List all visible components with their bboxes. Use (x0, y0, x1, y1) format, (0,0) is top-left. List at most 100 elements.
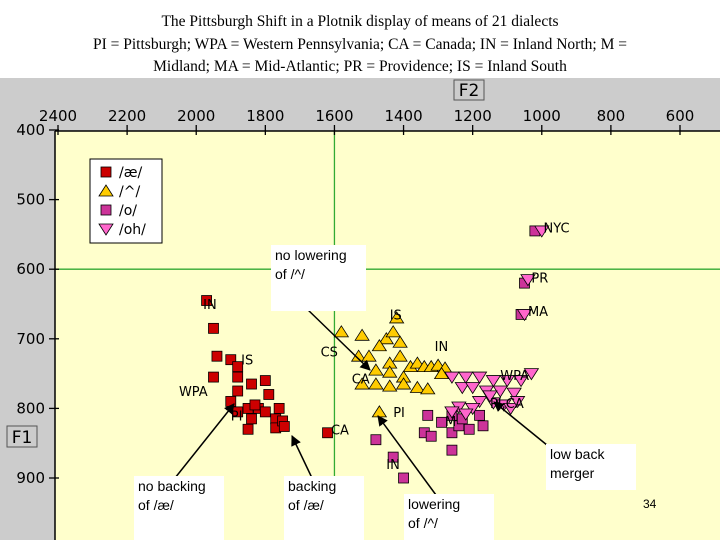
data-point-1-10 (392, 349, 408, 362)
point-label-0: IN (203, 298, 217, 313)
data-point-2-15 (436, 416, 447, 428)
data-point-0-4 (232, 361, 244, 373)
page-number: 34 (643, 497, 657, 511)
data-point-3-3 (444, 371, 460, 384)
data-point-3-5 (471, 371, 488, 384)
point-label-6: CS (321, 345, 338, 360)
callout-no-lowering: no lowering of /^/ (271, 245, 366, 311)
callout-backing: backing of /æ/ (284, 476, 364, 540)
data-point-3-4 (458, 371, 474, 384)
data-point-3-21 (444, 406, 460, 419)
point-label-12: PI,CA (490, 397, 524, 412)
data-point-1-22 (382, 379, 398, 392)
data-point-0-23 (242, 423, 254, 435)
data-point-1-23 (395, 377, 412, 390)
data-point-1-2 (354, 328, 370, 341)
data-point-2-6 (425, 430, 437, 442)
data-point-0-21 (249, 399, 261, 411)
data-point-1-4 (385, 325, 401, 338)
data-point-0-20 (259, 375, 271, 386)
arrow-lowering (377, 415, 437, 496)
chart-title-line-3: Midland; MA = Mid-Atlantic; PR = Provide… (153, 58, 567, 75)
data-point-3-24 (509, 396, 526, 409)
point-label-14: NYC (544, 221, 570, 236)
series-1 (333, 311, 453, 418)
x-tick-label-1400: 1400 (384, 107, 422, 125)
data-point-0-24 (322, 427, 333, 439)
data-point-0-8 (232, 385, 244, 397)
data-point-0-5 (208, 371, 219, 383)
x-tick-label-1800: 1800 (246, 107, 284, 125)
data-point-3-15 (471, 396, 488, 409)
callout-lowering: lowering of /^/ (404, 494, 494, 540)
data-point-0-7 (246, 378, 257, 390)
y-tick-label-800: 800 (16, 399, 45, 417)
legend-label-3: /oh/ (119, 222, 146, 238)
plotnik-chart: 2400 2200 2000 1800 1600 1400 1200 1000 800 600 40… (0, 78, 720, 540)
callout-low-back-merger: low back merger (546, 444, 636, 490)
data-point-0-10 (225, 396, 237, 407)
x-tick-label-1000: 1000 (523, 107, 561, 125)
x-tick-label-1600: 1600 (315, 107, 353, 125)
data-point-1-21 (368, 377, 384, 390)
y-tick-label-900: 900 (16, 469, 45, 487)
y-tick-label-700: 700 (16, 330, 45, 348)
data-point-3-22 (458, 408, 474, 421)
data-point-2-13 (477, 420, 489, 432)
y-tick-label-400: 400 (16, 121, 45, 139)
point-label-8: IN (435, 340, 449, 355)
data-point-1-17 (368, 363, 384, 376)
y-axis-title: F1 (12, 428, 33, 448)
data-point-0-1 (208, 322, 219, 334)
data-point-0-17 (278, 421, 290, 432)
point-label-16: MA (528, 305, 548, 320)
data-point-2-4 (370, 434, 382, 446)
data-point-2-11 (463, 423, 475, 435)
data-point-3-6 (485, 375, 502, 388)
legend-label-1: /^/ (119, 184, 140, 200)
y-axis-title-box (6, 425, 38, 448)
x-tick-label-2000: 2000 (177, 107, 215, 125)
data-point-2-16 (446, 444, 458, 456)
x-tick-label-600: 600 (666, 107, 695, 125)
data-point-1-26 (433, 366, 450, 380)
data-point-2-3 (387, 451, 399, 463)
data-point-2-12 (474, 409, 485, 421)
data-point-2-14 (422, 409, 434, 421)
legend-marker-0 (100, 166, 112, 178)
chart-title-line-2: PI = Pittsburgh; WPA = Western Pennsylva… (92, 36, 627, 53)
point-label-10: IN (386, 458, 400, 473)
chart-svg: 2400 2200 2000 1800 1600 1400 1200 1000 800 600 40… (6, 79, 720, 540)
data-point-3-23 (482, 390, 498, 403)
data-point-1-5 (392, 335, 408, 348)
data-point-2-17 (398, 472, 409, 484)
y-tick-label-500: 500 (16, 191, 45, 209)
legend-marker-1 (98, 184, 114, 197)
data-point-1-20 (354, 377, 370, 390)
data-point-0-19 (273, 402, 285, 414)
legend-label-0: /æ/ (119, 165, 142, 181)
chart-title-line-1: The Pittsburgh Shift in a Plotnik displa… (161, 13, 559, 30)
data-point-1-1 (333, 325, 350, 338)
legend-marker-3 (98, 223, 114, 236)
data-point-1-18 (382, 365, 398, 378)
data-point-3-7 (499, 375, 515, 388)
arrow-no-backing (174, 403, 235, 479)
data-point-0-3 (225, 354, 237, 366)
point-label-15: PR (531, 272, 548, 287)
data-point-3-11 (464, 382, 481, 395)
point-label-11: M (445, 415, 456, 430)
data-point-3-9 (523, 368, 540, 381)
data-point-1-25 (420, 382, 436, 395)
point-label-3: PI (231, 409, 243, 424)
data-point-0-0 (201, 295, 212, 306)
arrow-no-lowering (305, 307, 371, 371)
data-point-1-0 (388, 311, 405, 324)
point-label-13: WPA (500, 369, 529, 384)
x-tick-label-800: 800 (597, 107, 626, 125)
callout-no-backing: no backing of /æ/ (134, 476, 224, 540)
data-point-0-11 (246, 413, 257, 425)
x-axis-title: F2 (459, 81, 480, 101)
data-point-0-6 (232, 371, 244, 383)
data-point-3-2 (516, 309, 533, 322)
